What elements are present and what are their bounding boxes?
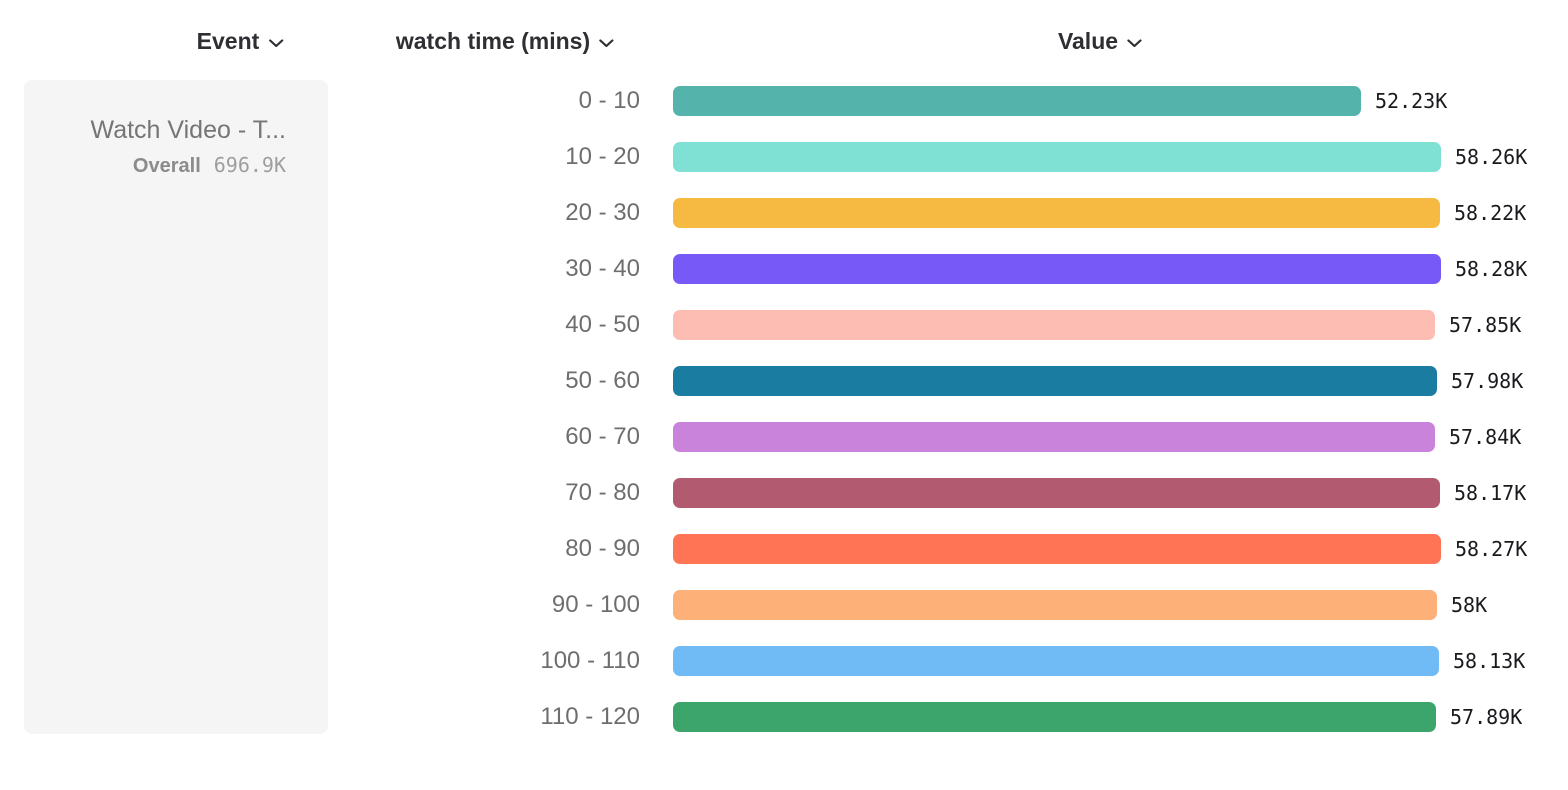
- bar-area: 57.98K: [673, 366, 1523, 396]
- bucket-label: 10 - 20: [565, 143, 640, 170]
- chevron-down-icon: [599, 38, 614, 47]
- bar[interactable]: [673, 590, 1437, 620]
- chevron-down-icon: [1127, 38, 1142, 47]
- bucket-label: 60 - 70: [565, 423, 640, 450]
- bucket-label: 80 - 90: [565, 535, 640, 562]
- bucket-label: 100 - 110: [540, 647, 640, 674]
- bar-area: 52.23K: [673, 86, 1447, 116]
- chart-row: 20 - 30 58.22K: [0, 185, 1568, 241]
- bar-area: 58.22K: [673, 198, 1526, 228]
- bar-area: 57.89K: [673, 702, 1522, 732]
- bar-value-label: 52.23K: [1375, 89, 1448, 113]
- bucket-label: 90 - 100: [551, 591, 640, 618]
- breakdown-column-dropdown[interactable]: watch time (mins): [396, 28, 614, 55]
- bucket-label: 110 - 120: [540, 703, 640, 730]
- event-legend-entry[interactable]: Watch Video - T... Overall 696.9K: [24, 80, 328, 178]
- event-column-dropdown[interactable]: Event: [197, 28, 284, 55]
- chart-rows: 0 - 10 52.23K 10 - 20 58.26K 20 - 30 58.22K 30…: [0, 73, 1568, 745]
- chart-row: 100 - 110 58.13K: [0, 633, 1568, 689]
- chart-row: 70 - 80 58.17K: [0, 465, 1568, 521]
- bar[interactable]: [673, 534, 1441, 564]
- bucket-label: 0 - 10: [578, 87, 640, 114]
- bucket-label: 40 - 50: [565, 311, 640, 338]
- bar[interactable]: [673, 646, 1439, 676]
- bar-value-label: 57.85K: [1449, 313, 1522, 337]
- chart-row: 90 - 100 58K: [0, 577, 1568, 633]
- chart-row: 40 - 50 57.85K: [0, 297, 1568, 353]
- overall-value: 696.9K: [213, 153, 286, 177]
- bar-value-label: 58.13K: [1453, 649, 1526, 673]
- event-name: Watch Video - T...: [90, 116, 286, 144]
- bar[interactable]: [673, 366, 1437, 396]
- chart-row: 80 - 90 58.27K: [0, 521, 1568, 577]
- bar[interactable]: [673, 198, 1440, 228]
- chart-row: 0 - 10 52.23K: [0, 73, 1568, 129]
- bar[interactable]: [673, 422, 1435, 452]
- chart-row: 50 - 60 57.98K: [0, 353, 1568, 409]
- bar-value-label: 58.17K: [1454, 481, 1527, 505]
- chart-row: 10 - 20 58.26K: [0, 129, 1568, 185]
- bucket-label: 30 - 40: [565, 255, 640, 282]
- bar[interactable]: [673, 310, 1435, 340]
- bar[interactable]: [673, 142, 1441, 172]
- overall-label: Overall: [132, 155, 201, 177]
- bar[interactable]: [673, 478, 1440, 508]
- bar-area: 58.26K: [673, 142, 1527, 172]
- bar-area: 58.27K: [673, 534, 1527, 564]
- bar-value-label: 58.27K: [1455, 537, 1528, 561]
- bar-area: 58K: [673, 590, 1487, 620]
- chart-row: 110 - 120 57.89K: [0, 689, 1568, 745]
- bar-value-label: 57.89K: [1450, 705, 1523, 729]
- bar-area: 57.85K: [673, 310, 1521, 340]
- bar[interactable]: [673, 86, 1361, 116]
- chart-row: 60 - 70 57.84K: [0, 409, 1568, 465]
- overall-line: Overall 696.9K: [24, 153, 286, 178]
- bar-value-label: 58.22K: [1454, 201, 1527, 225]
- bar[interactable]: [673, 254, 1441, 284]
- bar-area: 58.28K: [673, 254, 1527, 284]
- bar-value-label: 57.84K: [1449, 425, 1522, 449]
- chart-row: 30 - 40 58.28K: [0, 241, 1568, 297]
- event-legend-card: Watch Video - T... Overall 696.9K: [24, 80, 328, 734]
- bucket-label: 20 - 30: [565, 199, 640, 226]
- bar[interactable]: [673, 702, 1436, 732]
- bar-value-label: 58.28K: [1455, 257, 1528, 281]
- bar-value-label: 57.98K: [1451, 369, 1524, 393]
- bar-area: 57.84K: [673, 422, 1521, 452]
- bar-area: 58.17K: [673, 478, 1526, 508]
- bar-value-label: 58.26K: [1455, 145, 1528, 169]
- bar-area: 58.13K: [673, 646, 1525, 676]
- breakdown-column-label: watch time (mins): [395, 28, 591, 54]
- value-column-dropdown[interactable]: Value: [1058, 28, 1142, 55]
- value-column-label: Value: [1057, 28, 1119, 54]
- chevron-down-icon: [268, 38, 283, 47]
- bar-value-label: 58K: [1451, 593, 1488, 617]
- event-column-label: Event: [196, 28, 260, 54]
- bucket-label: 50 - 60: [565, 367, 640, 394]
- bucket-label: 70 - 80: [565, 479, 640, 506]
